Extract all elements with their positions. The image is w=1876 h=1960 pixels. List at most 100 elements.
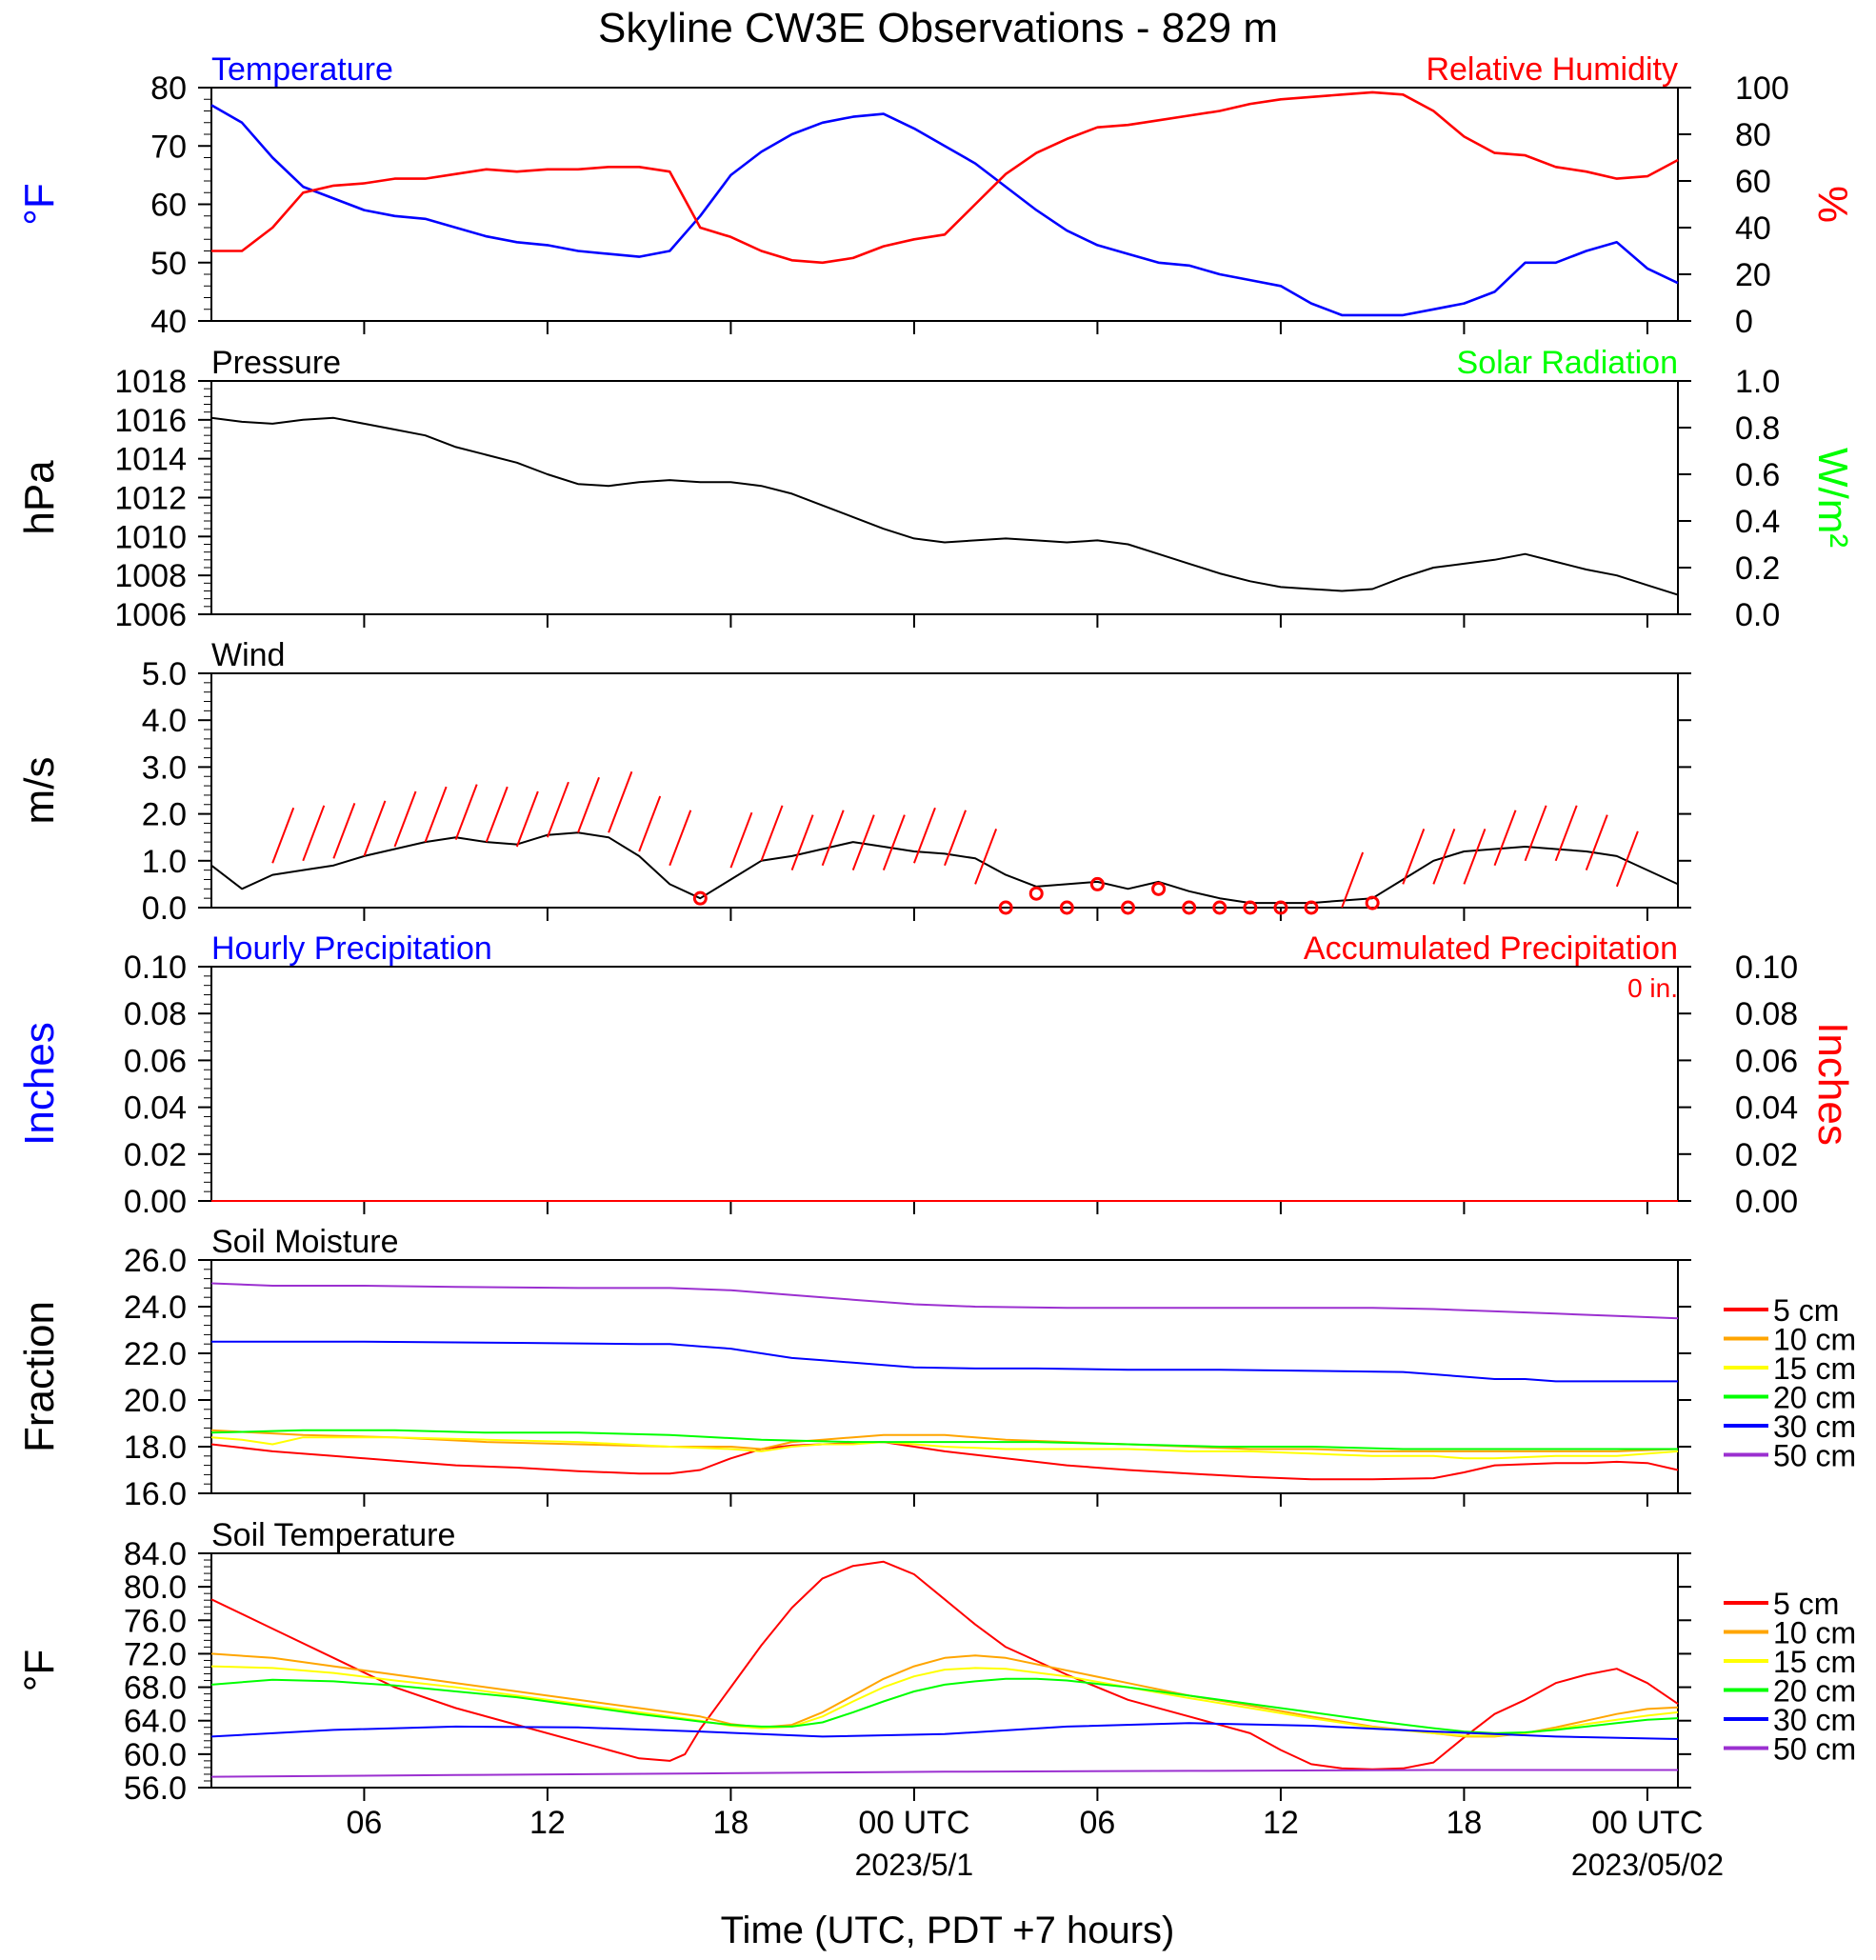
- precip-right-tick-label: 0.02: [1735, 1137, 1798, 1173]
- pressure-right-tick-label: 0.2: [1735, 550, 1780, 587]
- soil_moisture-series-line: [211, 1340, 1678, 1383]
- wind-barb-calm: [1028, 886, 1044, 901]
- precip-left-tick-label: 0.00: [124, 1184, 187, 1220]
- wind-barb: [1615, 830, 1639, 888]
- pressure-series-line: [210, 416, 1679, 596]
- soil_moisture-left-tick-label: 16.0: [124, 1476, 187, 1512]
- x-tick-date-label: 2023/05/02: [1571, 1848, 1724, 1882]
- wind-barb-calm: [692, 890, 708, 906]
- wind-barb-calm: [1304, 900, 1319, 915]
- wind-barb: [424, 786, 448, 843]
- soil_temp-series-line: [210, 1665, 1679, 1737]
- wind-barb-calm: [1365, 895, 1380, 910]
- precip-ylabel-left: Inches: [16, 1022, 63, 1146]
- wind-left-tick-label: 4.0: [142, 703, 187, 739]
- wind-barb: [944, 810, 967, 867]
- wind-barb: [851, 814, 875, 870]
- temp_rh-left-tick-label: 70: [150, 129, 187, 165]
- pressure-right-tick-label: 0.0: [1735, 597, 1780, 633]
- precip-right-tick-label: 0.06: [1735, 1043, 1798, 1079]
- legend-label: 10 cm: [1773, 1323, 1856, 1357]
- temp_rh-panel: 40 50 60 70 80 0 20 40 60 80 100 Temperature Relativ…: [16, 51, 1856, 340]
- temp_rh-series-line: [210, 104, 1679, 317]
- soil_moisture-left-tick-label: 20.0: [124, 1383, 187, 1419]
- wind-barb: [332, 802, 356, 859]
- precip-right-tick-label: 0.10: [1735, 950, 1798, 986]
- soil_moisture-left-tick-label: 18.0: [124, 1430, 187, 1466]
- temp_rh-right-title: Relative Humidity: [1426, 51, 1678, 88]
- wind-barb: [729, 811, 753, 869]
- legend-label: 50 cm: [1773, 1439, 1856, 1473]
- soil_moisture-series-line: [210, 1282, 1679, 1320]
- temp_rh-right-tick-label: 40: [1735, 210, 1771, 247]
- legend-label: 30 cm: [1773, 1410, 1856, 1444]
- legend-label: 15 cm: [1773, 1645, 1856, 1679]
- legend-label: 30 cm: [1773, 1703, 1856, 1737]
- soil_moisture-left-title: Soil Moisture: [211, 1224, 399, 1260]
- soil_moisture-panel: 16.0 18.0 20.0 22.0 24.0 26.0 Soil Moisture Fra…: [16, 1224, 1856, 1512]
- soil_temp-left-tick-label: 60.0: [124, 1737, 187, 1773]
- precip-right-tick-label: 0.00: [1735, 1184, 1798, 1220]
- temp_rh-right-tick-label: 100: [1735, 70, 1789, 107]
- wind-barb: [821, 810, 845, 867]
- precip-left-tick-label: 0.06: [124, 1043, 187, 1079]
- pressure-left-tick-label: 1018: [114, 364, 187, 400]
- legend-label: 20 cm: [1773, 1381, 1856, 1415]
- x-tick-label: 12: [529, 1805, 566, 1841]
- wind-barb: [454, 784, 478, 841]
- soil_moisture-left-tick-label: 26.0: [124, 1243, 187, 1279]
- precip-left-title: Hourly Precipitation: [211, 930, 492, 967]
- x-axis-label: Time (UTC, PDT +7 hours): [721, 1910, 1175, 1951]
- wind-barb: [271, 807, 295, 864]
- legend-label: 15 cm: [1773, 1351, 1856, 1386]
- wind-barb: [1432, 829, 1456, 885]
- temp_rh-left-tick-label: 60: [150, 188, 187, 224]
- time-axis: 06 12 18 00 UTC 2023/5/1 06 12 18 00 UTC 2023/05/…: [347, 1805, 1724, 1882]
- temp_rh-series-line: [211, 90, 1679, 265]
- wind-barb-calm: [1273, 900, 1288, 915]
- x-tick-label: 06: [347, 1805, 383, 1841]
- soil_temp-left-tick-label: 56.0: [124, 1770, 187, 1807]
- precip-panel: 0.00 0.02 0.04 0.06 0.08 0.10 0.00 0.02 0.04 0.06…: [16, 930, 1856, 1220]
- chart-panels: 40 50 60 70 80 0 20 40 60 80 100 Temperature Relativ…: [16, 51, 1856, 1807]
- x-tick-label: 18: [1447, 1805, 1483, 1841]
- wind-barb: [638, 795, 662, 852]
- legend-label: 10 cm: [1773, 1616, 1856, 1650]
- wind-barb: [393, 790, 417, 848]
- pressure-ylabel-left: hPa: [16, 460, 63, 535]
- soil_temp-left-title: Soil Temperature: [211, 1517, 455, 1553]
- soil_moisture-series-line: [210, 1429, 1679, 1452]
- pressure-right-title: Solar Radiation: [1457, 345, 1678, 381]
- wind-barb: [669, 810, 692, 867]
- wind-barb: [760, 805, 784, 862]
- wind-barb: [1554, 805, 1578, 862]
- wind-barb-calm: [1243, 900, 1258, 915]
- wind-barb: [912, 807, 936, 864]
- temp_rh-ylabel-left: °F: [16, 183, 63, 225]
- soil_moisture-left-tick-label: 24.0: [124, 1290, 187, 1326]
- legend-label: 20 cm: [1773, 1674, 1856, 1709]
- wind-left-title: Wind: [211, 637, 285, 673]
- precip-left-tick-label: 0.08: [124, 996, 187, 1032]
- precip-right-tick-label: 0.04: [1735, 1090, 1798, 1127]
- wind-left-tick-label: 3.0: [142, 750, 187, 786]
- wind-ylabel-left: m/s: [16, 757, 63, 825]
- wind-barb: [1402, 829, 1426, 885]
- temp_rh-right-tick-label: 20: [1735, 257, 1771, 293]
- wind-barb-calm: [1059, 900, 1074, 915]
- pressure-frame: [210, 380, 1679, 615]
- pressure-left-tick-label: 1006: [114, 597, 187, 633]
- legend-label: 5 cm: [1773, 1587, 1839, 1621]
- pressure-ylabel-right: W/m²: [1809, 448, 1856, 548]
- soil_temp-panel: 56.060.064.068.072.076.080.084.0 Soil Tem…: [16, 1517, 1856, 1807]
- wind-barb: [485, 786, 509, 843]
- soil_temp-frame: [210, 1552, 1679, 1789]
- x-tick-label: 00 UTC: [1591, 1805, 1703, 1841]
- temp_rh-right-tick-label: 80: [1735, 117, 1771, 153]
- soil_temp-left-tick-label: 84.0: [124, 1536, 187, 1572]
- legend-label: 50 cm: [1773, 1732, 1856, 1767]
- pressure-left-tick-label: 1016: [114, 403, 187, 439]
- wind-barb: [974, 829, 998, 885]
- soil_temp-series-line: [210, 1677, 1679, 1734]
